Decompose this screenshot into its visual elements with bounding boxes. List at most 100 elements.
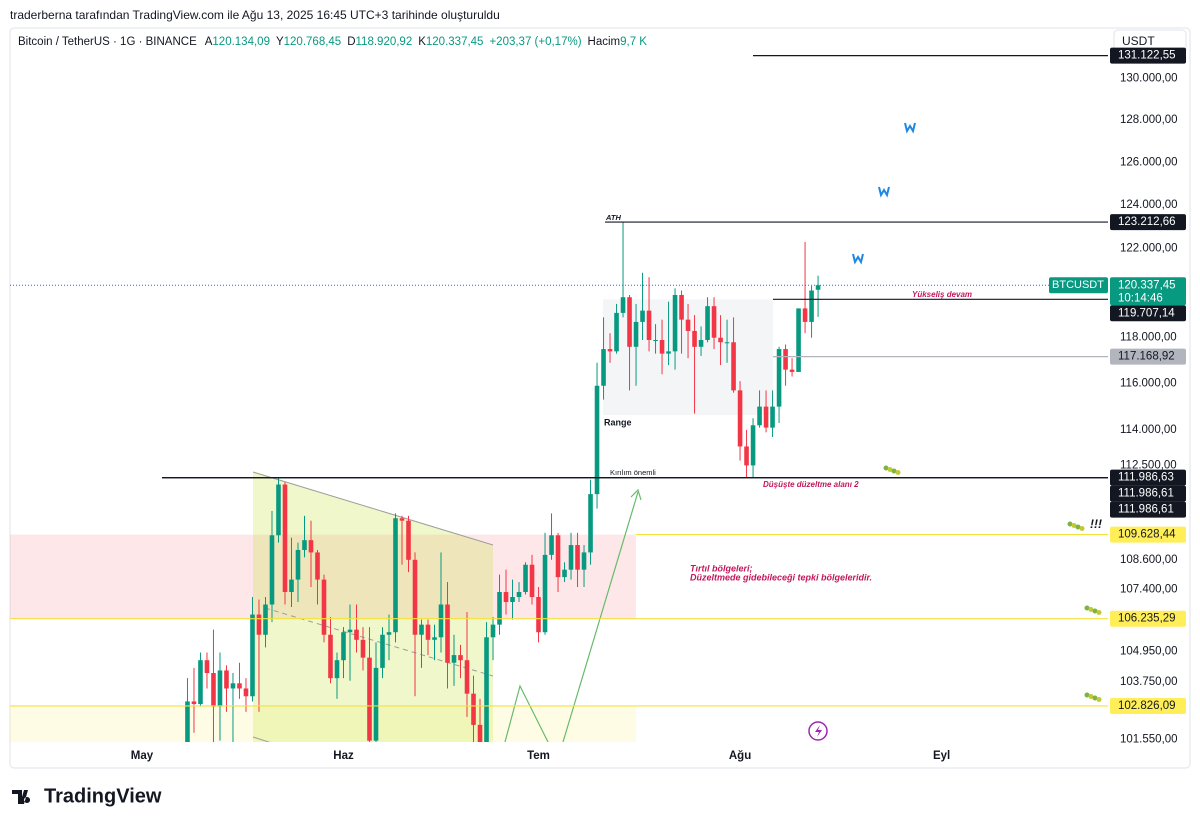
candle-body [685,319,691,331]
caterpillar-icon [1084,605,1090,611]
butterfly-icon [878,186,890,198]
annotation: Range [604,417,632,427]
butterfly-icon [904,122,916,134]
price-label: 106.235,29 [1118,613,1176,625]
candle-body [295,549,301,580]
candle-body [308,540,314,553]
candle-body [256,614,262,635]
candle-body [692,330,697,347]
candle-body [763,406,769,428]
candle-body [523,564,528,593]
price-label: 131.122,55 [1118,50,1176,62]
ohlc-value: 118.920,92 [356,36,413,48]
candle-body [354,629,359,640]
candle-body [633,321,639,347]
candle-body [269,535,275,605]
wedge [253,472,493,742]
price-label-box [1110,214,1186,231]
candle-body [562,569,567,578]
zone-yellow [10,705,636,742]
logo: TradingView [12,785,162,807]
candle-body [679,294,684,320]
y-tick-label: 108.600,00 [1120,554,1178,566]
price-label: 111.986,61 [1118,504,1174,516]
candle-body [718,337,723,343]
ohlc-key: Y [276,36,284,48]
ohlc-value: 120.134,09 [212,36,270,48]
currency[interactable]: USDT [1122,34,1155,48]
price-label: 117.168,92 [1118,351,1175,363]
x-tick-label: Ağu [729,750,751,762]
annotation: Düzeltmede gidebileceği tepki bölgelerid… [690,572,872,582]
candle-body [451,655,457,663]
candle-body [724,342,730,344]
y-tick-label: 124.000,00 [1120,199,1178,211]
candle-body [698,339,704,347]
candle-body [757,406,762,426]
price-label: 111.986,63 [1118,472,1174,484]
candle-body [503,592,509,603]
candle-body [796,308,801,372]
caterpillar-icon [1092,695,1098,701]
candle-body [776,349,782,407]
candle-body [334,660,340,679]
candle-body [243,688,249,697]
caterpillar-icon [1079,526,1085,531]
candle-body [529,564,535,598]
candle-body [731,342,736,391]
logo-text: TradingView [44,785,162,807]
path-arrow [504,684,549,742]
y-tick-label: 114.000,00 [1120,424,1177,436]
candle-body [464,660,470,694]
candle-body [347,629,353,633]
caterpillar-icon [1096,697,1102,702]
caterpillar-icon [1096,610,1102,615]
last-price-box [1110,277,1186,306]
price-label: 111.986,61 [1118,488,1174,500]
candle-body [581,552,587,570]
candle-body [341,632,346,661]
wedge-bottom [252,736,271,742]
candle-body [445,604,450,663]
candle-body [328,634,333,679]
candle-body [406,520,411,560]
candle-body [555,535,561,578]
candle-body [237,683,242,689]
candle-body [282,484,288,593]
candle-body [627,297,632,347]
candle-body [412,559,418,635]
plot-area [10,222,821,742]
arrow-head [630,488,642,501]
last-price-label: 120.337,45 [1118,279,1176,291]
candle-body [425,624,431,640]
countdown: 10:14:46 [1118,292,1163,304]
annotation: ATH [605,213,621,222]
ohlc-line: Bitcoin / TetherUS · 1G · BINANCE A120.13… [18,36,647,48]
caterpillar-icon [1075,524,1081,530]
y-tick-label: 126.000,00 [1120,156,1178,168]
annotation: Düşüşte düzeltme alanı 2 [763,480,859,489]
candle-body [497,592,502,625]
x-tick-label: Haz [333,750,354,762]
candle-body [204,660,210,674]
candle-body [276,484,281,536]
candle-body [484,637,489,742]
candle-body [380,634,385,668]
price-label: 102.826,09 [1118,700,1176,712]
y-tick-label: 116.000,00 [1120,377,1177,389]
candle-body [393,518,398,633]
symbol: Bitcoin / TetherUS · 1G · BINANCE [18,36,197,48]
candle-body [770,406,775,428]
price-label: 119.707,14 [1118,307,1175,319]
path-arrow [562,491,639,742]
candle-body [601,349,606,386]
price-label-box [1110,485,1186,502]
price-label-box [1110,610,1186,627]
candle-body [302,540,307,550]
symbol-tag-label: BTCUSDT [1052,279,1104,291]
candle-body [438,604,444,638]
volume-key: Hacim [588,36,621,48]
candle-body [640,310,645,322]
candle-body [542,554,548,633]
candle-body [620,297,626,313]
